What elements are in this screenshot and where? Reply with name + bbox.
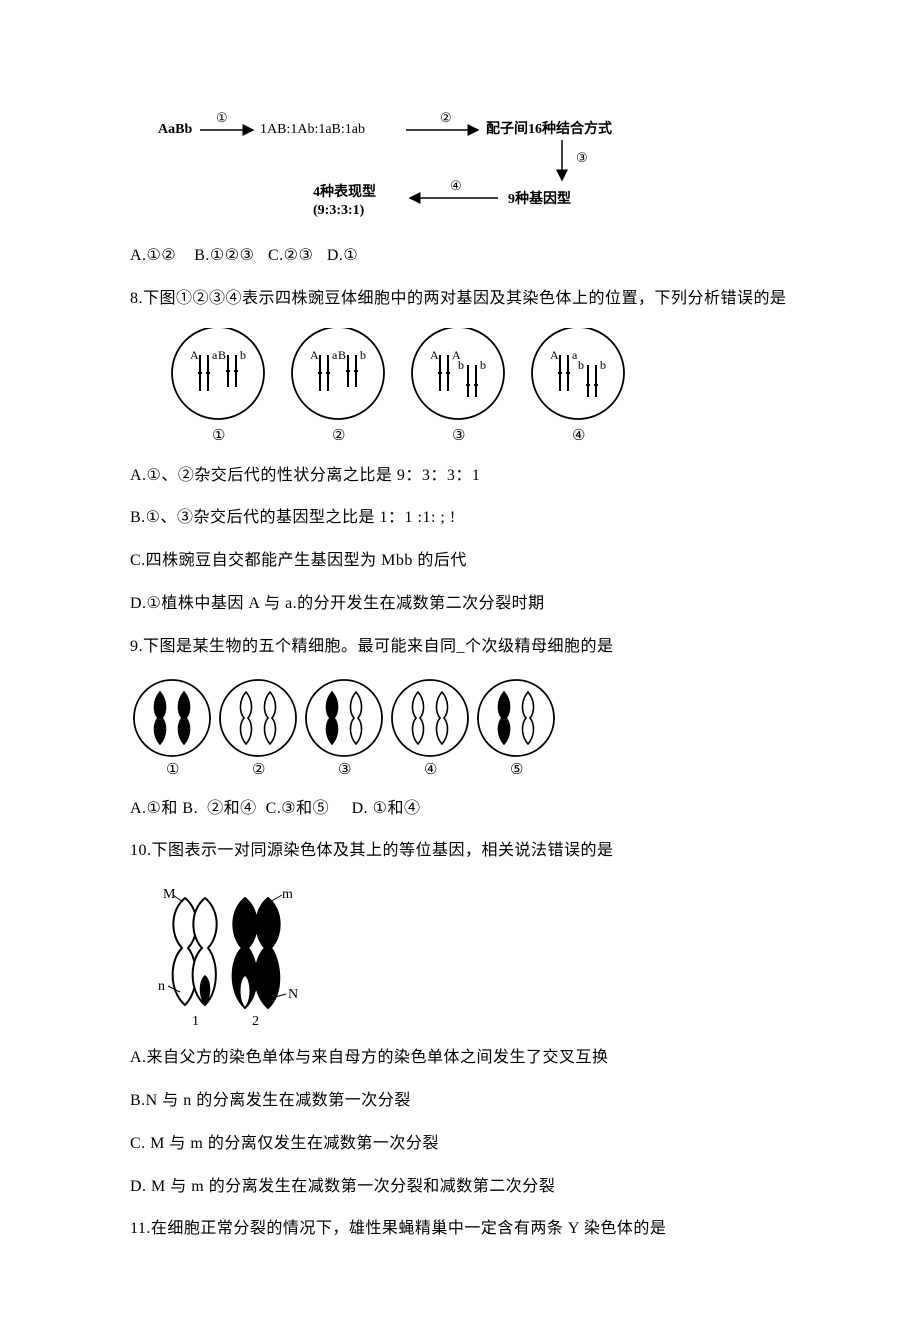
q9-stem: 9.下图是某生物的五个精细胞。最可能来自同_个次级精母细胞的是 xyxy=(130,633,790,662)
q8-opt-d: D.①植株中基因 A 与 a.的分开发生在减数第二次分裂时期 xyxy=(130,590,790,619)
q8-opt-b: B.①、③杂交后代的基因型之比是 1：1 :1: ; ! xyxy=(130,504,790,533)
q9-opt-c: C.③和⑤ xyxy=(266,795,330,824)
q10-label-M: M xyxy=(163,887,176,902)
q10-label-1: 1 xyxy=(192,1014,199,1029)
flow-step3: ③ xyxy=(576,150,588,165)
q8-stem: 8.下图①②③④表示四株豌豆体细胞中的两对基因及其染色体上的位置，下列分析错误的… xyxy=(130,285,790,314)
svg-text:A: A xyxy=(430,348,439,362)
svg-text:③: ③ xyxy=(452,428,465,444)
svg-text:b: b xyxy=(458,358,464,372)
flow-step4: ④ xyxy=(450,178,462,193)
q9-options: A.①和 B. ②和④ C.③和⑤ D. ①和④ xyxy=(130,795,790,824)
q10-opt-c: C. M 与 m 的分离仅发生在减数第一次分裂 xyxy=(130,1130,790,1159)
svg-text:②: ② xyxy=(252,762,265,778)
svg-text:B: B xyxy=(338,348,346,362)
svg-text:b: b xyxy=(600,358,606,372)
q7-opt-a: A.①② xyxy=(130,242,176,271)
q8-diagram: AaBb①AaBb②AAbb③Aabb④ xyxy=(158,328,790,448)
q10-opt-d: D. M 与 m 的分离发生在减数第一次分裂和减数第二次分裂 xyxy=(130,1173,790,1202)
svg-text:A: A xyxy=(310,348,319,362)
q10-diagram: M m n N 1 2 xyxy=(130,880,790,1030)
q11-stem: 11.在细胞正常分裂的情况下，雄性果蝇精巢中一定含有两条 Y 染色体的是 xyxy=(130,1215,790,1244)
svg-text:A: A xyxy=(550,348,559,362)
q9-opt-d: D. ①和④ xyxy=(352,795,421,824)
flow-bl2: (9:3:3:1) xyxy=(313,203,365,218)
q8-opt-c: C.四株豌豆自交都能产生基因型为 Mbb 的后代 xyxy=(130,547,790,576)
q10-opt-b: B.N 与 n 的分离发生在减数第一次分裂 xyxy=(130,1087,790,1116)
svg-text:④: ④ xyxy=(424,762,437,778)
flow-diagram: AaBb ① 1AB:1Ab:1aB:1ab ② 配子间16种结合方式 ③ 9种… xyxy=(158,108,790,228)
q9-diagram: ① ② ③ ④ ⑤ xyxy=(130,676,790,781)
svg-text:②: ② xyxy=(332,428,345,444)
svg-text:b: b xyxy=(360,348,366,362)
svg-text:③: ③ xyxy=(338,762,351,778)
q9-opt-a: A.①和 B. xyxy=(130,795,198,824)
q8-opt-a: A.①、②杂交后代的性状分离之比是 9：3：3：1 xyxy=(130,462,790,491)
flow-step1: ① xyxy=(216,110,228,125)
q7-opt-d: D.① xyxy=(327,242,358,271)
q10-stem: 10.下图表示一对同源染色体及其上的等位基因，相关说法错误的是 xyxy=(130,837,790,866)
svg-text:b: b xyxy=(578,358,584,372)
q9-opt-b: ②和④ xyxy=(207,795,257,824)
q10-label-m: m xyxy=(282,887,293,902)
q10-opt-a: A.来自父方的染色单体与来自母方的染色单体之间发生了交叉互换 xyxy=(130,1044,790,1073)
q7-opt-c: C.②③ xyxy=(268,242,313,271)
q10-label-2: 2 xyxy=(252,1014,259,1029)
flow-br: 9种基因型 xyxy=(508,190,571,207)
svg-text:b: b xyxy=(480,358,486,372)
svg-text:B: B xyxy=(218,348,226,362)
svg-text:b: b xyxy=(240,348,246,362)
q7-options: A.①② B.①②③ C.②③ D.① xyxy=(130,242,790,271)
flow-right: 配子间16种结合方式 xyxy=(486,120,612,137)
svg-text:①: ① xyxy=(166,762,179,778)
flow-mid: 1AB:1Ab:1aB:1ab xyxy=(260,122,365,137)
svg-text:④: ④ xyxy=(572,428,585,444)
flow-bl1: 4种表现型 xyxy=(313,183,376,200)
svg-text:A: A xyxy=(190,348,199,362)
q7-opt-b: B.①②③ xyxy=(194,242,254,271)
q10-label-n: n xyxy=(158,979,165,994)
flow-src: AaBb xyxy=(158,122,192,137)
flow-step2: ② xyxy=(440,110,452,125)
q10-label-N: N xyxy=(288,987,298,1002)
svg-text:①: ① xyxy=(212,428,225,444)
svg-text:⑤: ⑤ xyxy=(510,762,523,778)
